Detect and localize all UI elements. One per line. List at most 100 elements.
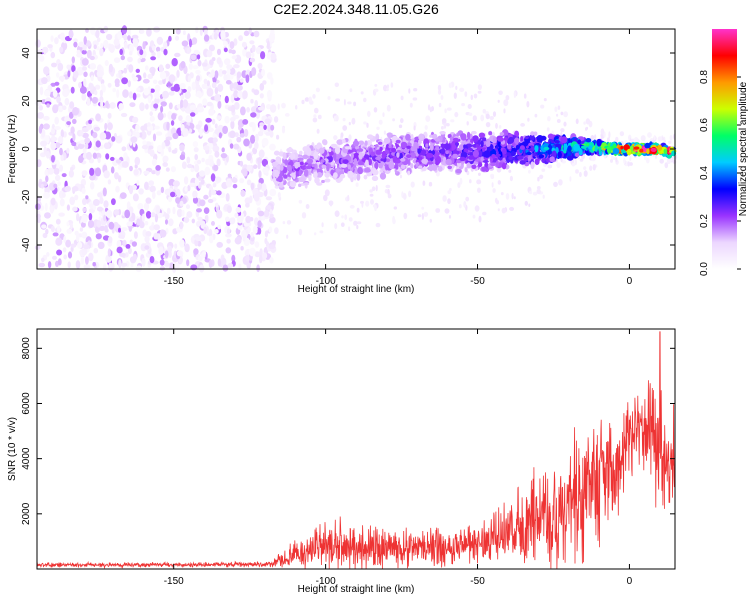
spectrogram-cell xyxy=(82,198,87,206)
spectrogram-cell xyxy=(81,58,89,66)
spectrogram-cell xyxy=(364,140,368,146)
spectrogram-cell xyxy=(456,132,460,137)
spectrogram-cell xyxy=(38,125,43,134)
spectrogram-cell xyxy=(83,264,91,269)
spectrogram-cell xyxy=(119,252,126,257)
spectrogram-cell xyxy=(304,166,312,169)
snr-y-tick-label: 6000 xyxy=(21,392,32,415)
spectrogram-cell xyxy=(429,134,434,138)
spectrogram-cell xyxy=(426,153,434,158)
spectrogram-cell xyxy=(208,44,215,52)
spectrogram-cell xyxy=(579,171,582,178)
spectrogram-x-tick-label: -100 xyxy=(316,276,336,287)
spectrogram-cell xyxy=(207,127,214,132)
spectrogram-cell xyxy=(42,46,49,54)
spectrogram-cell xyxy=(298,183,302,188)
spectrogram-cell xyxy=(89,174,96,181)
spectrogram-cell xyxy=(503,108,506,114)
spectrogram-cell xyxy=(455,168,462,174)
spectrogram-cell xyxy=(73,41,78,48)
spectrogram-cell xyxy=(333,172,338,179)
spectrogram-cell xyxy=(94,226,100,234)
spectrogram-cell xyxy=(48,182,56,191)
spectrogram-cell xyxy=(235,207,242,213)
spectrogram-cell xyxy=(341,215,344,219)
spectrogram-cell xyxy=(153,224,160,231)
spectrogram-cell xyxy=(355,182,359,187)
spectrogram-cell xyxy=(47,261,52,269)
spectrogram-cell xyxy=(196,54,201,60)
spectrogram-cell xyxy=(340,163,348,168)
spectrogram-cell xyxy=(438,102,442,108)
spectrogram-cell xyxy=(472,214,476,219)
spectrogram-cell xyxy=(67,261,71,269)
spectrogram-cell xyxy=(356,173,361,181)
spectrogram-cell xyxy=(224,95,229,104)
spectrogram-cell xyxy=(72,133,76,142)
spectrogram-cell xyxy=(204,124,209,132)
spectrogram-cell xyxy=(459,87,465,93)
spectrogram-cell xyxy=(520,136,524,142)
spectrogram-cell xyxy=(259,122,265,127)
spectrogram-cell xyxy=(423,211,429,217)
spectrogram-cell xyxy=(534,113,538,118)
spectrogram-cell xyxy=(103,39,109,49)
spectrogram-cell xyxy=(94,90,98,96)
spectrogram-cell xyxy=(547,116,551,122)
spectrogram-cell xyxy=(492,111,497,117)
spectrogram-cell xyxy=(154,125,160,130)
spectrogram-cell xyxy=(146,27,152,37)
spectrogram-cell xyxy=(141,213,145,223)
spectrogram-cell xyxy=(546,127,550,132)
spectrogram-cell xyxy=(135,93,141,98)
spectrogram-cell xyxy=(395,159,401,164)
spectrogram-cell xyxy=(400,95,404,101)
spectrogram-cell xyxy=(134,156,141,166)
spectrogram-cell xyxy=(194,154,198,161)
spectrogram-cell xyxy=(187,33,191,42)
spectrogram-cell xyxy=(436,156,442,164)
spectrogram-cell xyxy=(509,175,513,182)
spectrogram-cell xyxy=(154,97,160,105)
spectrogram-cell xyxy=(431,164,438,171)
spectrogram-cell xyxy=(222,125,229,135)
spectrogram-cell xyxy=(437,89,442,95)
spectrogram-cell xyxy=(254,141,259,150)
spectrogram-cell xyxy=(192,190,198,199)
spectrogram-cell xyxy=(252,147,258,155)
spectrogram-cell xyxy=(353,173,357,181)
spectrogram-cell xyxy=(60,129,64,139)
spectrogram-cell xyxy=(191,37,198,45)
spectrogram-cell xyxy=(324,189,330,197)
spectrogram-cell xyxy=(56,249,63,256)
spectrogram-cell xyxy=(385,184,391,189)
spectrogram-cell xyxy=(316,128,320,134)
spectrogram-cell xyxy=(133,231,138,239)
spectrogram-cell xyxy=(47,84,53,92)
spectrogram-cell xyxy=(124,252,129,258)
spectrogram-cell xyxy=(395,139,401,144)
spectrogram-cell xyxy=(43,146,47,155)
spectrogram-cell xyxy=(350,151,354,159)
spectrogram-cell xyxy=(68,29,74,39)
spectrogram-cell xyxy=(530,161,535,170)
spectrogram-cell xyxy=(64,185,71,192)
spectrogram-cell xyxy=(75,260,81,269)
spectrogram-cell xyxy=(215,176,222,183)
spectrogram-cell xyxy=(104,60,109,66)
spectrogram-cell xyxy=(151,68,155,76)
spectrogram-cell xyxy=(231,254,236,263)
spectrogram-cell xyxy=(527,117,530,122)
spectrogram-cell xyxy=(120,55,126,61)
spectrogram-cell xyxy=(563,142,568,151)
spectrogram-cell xyxy=(282,167,288,174)
spectrogram-cell xyxy=(216,57,222,65)
spectrogram-cell xyxy=(251,44,256,53)
spectrogram-cell xyxy=(128,64,134,73)
spectrogram-cell xyxy=(298,228,303,236)
spectrogram-cell xyxy=(130,262,134,268)
spectrogram-cell xyxy=(76,233,80,243)
spectrogram-cell xyxy=(122,239,127,247)
spectrogram-cell xyxy=(135,124,140,132)
spectrogram-cell xyxy=(115,159,122,164)
